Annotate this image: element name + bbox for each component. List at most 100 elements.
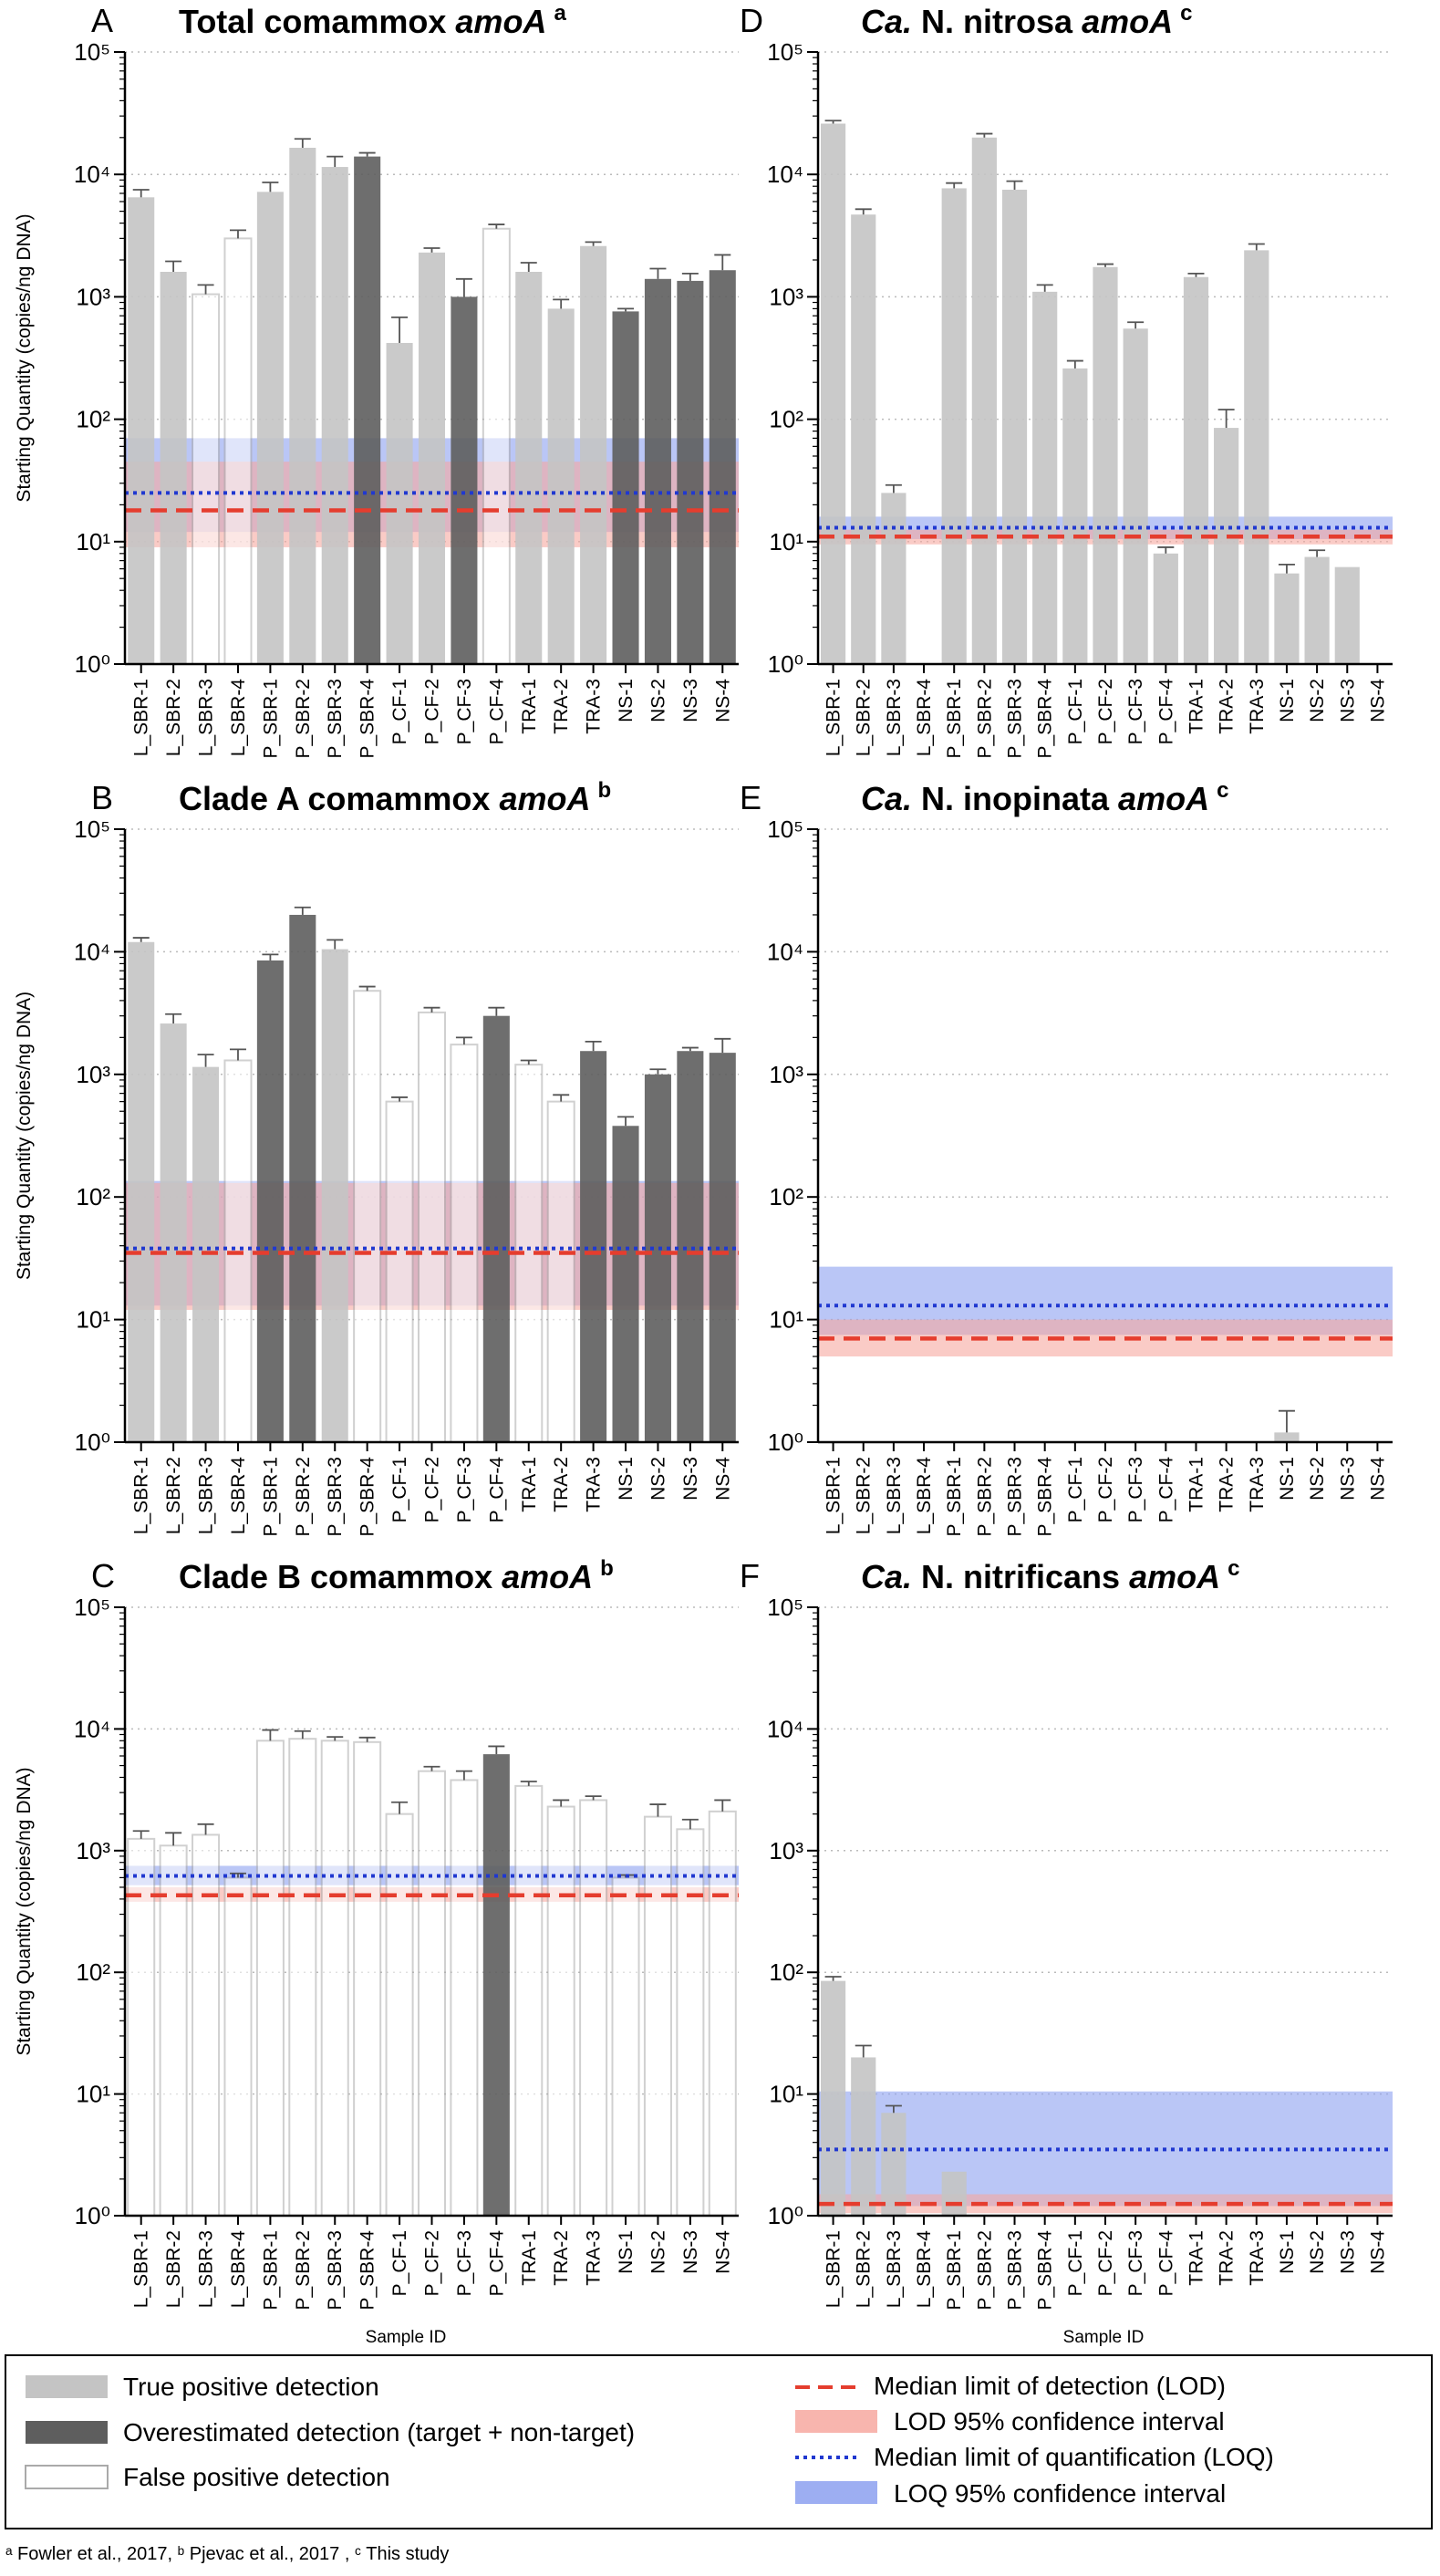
- x-tick-label: NS-2: [1307, 2230, 1328, 2274]
- bar-p-sbr-3: [321, 949, 348, 1442]
- bar-p-cf-2: [1093, 266, 1118, 664]
- bar-tra-1: [1183, 276, 1209, 664]
- x-axis-label-left: Sample ID: [366, 2328, 447, 2347]
- x-tick-label: L_SBR-1: [131, 1457, 152, 1534]
- bar-p-cf-1: [385, 1100, 414, 1443]
- bar-l-sbr-2: [160, 1023, 187, 1442]
- x-tick-label: NS-4: [712, 1457, 733, 1501]
- panel-title: Total comammox amoA a: [179, 1, 566, 40]
- bar-p-sbr-4: [1032, 291, 1058, 664]
- x-tick-label: P_CF-3: [454, 679, 475, 744]
- bar-tra-3: [1244, 250, 1269, 664]
- x-tick-label: L_SBR-2: [854, 679, 875, 756]
- y-tick-label: 10⁵: [74, 38, 110, 66]
- bar-p-cf-1: [385, 1813, 414, 2217]
- x-axis-label-right: Sample ID: [1063, 2328, 1145, 2347]
- x-tick-label: P_CF-2: [1095, 1457, 1116, 1522]
- x-tick-label: P_SBR-3: [325, 1457, 346, 1537]
- x-tick-label: NS-1: [616, 679, 637, 722]
- x-tick-label: P_SBR-3: [1005, 1457, 1026, 1537]
- x-tick-label: NS-2: [647, 2230, 668, 2274]
- bar-l-sbr-1: [820, 1980, 846, 2216]
- x-tick-label: L_SBR-2: [854, 2230, 875, 2308]
- bar-p-cf-2: [417, 1770, 447, 2218]
- x-tick-label: TRA-1: [519, 679, 540, 734]
- x-tick-label: P_CF-3: [454, 1457, 475, 1522]
- bar-p-cf-3: [451, 296, 478, 664]
- bars: [128, 906, 736, 1444]
- x-tick-label: P_SBR-1: [944, 2230, 965, 2311]
- bar-l-sbr-2: [851, 2057, 876, 2216]
- bars: [820, 119, 1360, 665]
- bar-ns-3: [677, 1051, 704, 1442]
- bar-ns-2: [644, 1074, 671, 1442]
- x-tick-label: L_SBR-1: [131, 2230, 152, 2308]
- bar-p-sbr-1: [256, 960, 284, 1442]
- x-tick-label: L_SBR-3: [196, 2230, 217, 2308]
- x-tick-label: P_SBR-2: [293, 1457, 314, 1537]
- x-tick-label: NS-1: [1277, 1457, 1298, 1501]
- x-tick-label: NS-3: [680, 2230, 701, 2274]
- x-tick-label: TRA-1: [1186, 1457, 1207, 1512]
- x-tick-label: P_CF-2: [1095, 2230, 1116, 2296]
- x-tick-label: P_SBR-4: [1035, 2230, 1056, 2311]
- bar-l-sbr-3: [192, 293, 221, 665]
- bars: [1274, 1409, 1300, 1442]
- bar-ns-1: [1274, 1432, 1300, 1442]
- x-tick-label: L_SBR-1: [824, 679, 844, 756]
- bar-l-sbr-2: [159, 1844, 188, 2217]
- x-tick-label: TRA-1: [1186, 679, 1207, 734]
- y-tick-label: 10⁰: [768, 650, 803, 678]
- x-tick-label: L_SBR-4: [228, 2230, 249, 2309]
- y-tick-label: 10³: [76, 1837, 110, 1864]
- bar-p-sbr-2: [288, 1738, 317, 2217]
- x-tick-label: P_CF-1: [1065, 679, 1086, 744]
- bar-p-cf-4: [482, 227, 511, 665]
- bar-p-sbr-4: [354, 156, 381, 665]
- bar-l-sbr-1: [128, 197, 155, 665]
- y-tick-label: 10¹: [769, 2081, 803, 2108]
- y-tick-label: 10¹: [76, 1306, 110, 1334]
- y-tick-label: 10⁰: [768, 2202, 803, 2229]
- bar-p-sbr-2: [289, 148, 316, 664]
- x-tick-label: P_CF-4: [1155, 2230, 1176, 2297]
- panel-title: Ca. N. inopinata amoA c: [861, 778, 1228, 817]
- bars: [128, 138, 736, 665]
- bar-p-sbr-1: [941, 2171, 967, 2216]
- y-tick-label: 10⁵: [767, 1594, 803, 1621]
- y-tick-label: 10⁵: [74, 815, 110, 843]
- legend-frame: [5, 2354, 1433, 2529]
- x-tick-label: TRA-1: [1186, 2230, 1207, 2286]
- legend-swatch-false-positive: [25, 2465, 109, 2489]
- x-tick-label: P_SBR-3: [325, 2230, 346, 2311]
- bar-tra-3: [579, 1799, 608, 2217]
- x-tick-label: NS-3: [1337, 679, 1358, 722]
- x-tick-label: NS-3: [1337, 1457, 1358, 1501]
- x-tick-label: P_SBR-3: [1005, 679, 1026, 759]
- x-tick-label: NS-2: [647, 1457, 668, 1501]
- bar-p-cf-2: [417, 1011, 447, 1443]
- x-tick-label: L_SBR-2: [163, 1457, 184, 1534]
- bar-tra-2: [547, 308, 575, 664]
- x-tick-label: L_SBR-2: [163, 679, 184, 756]
- y-tick-label: 10⁴: [74, 161, 110, 188]
- x-tick-label: L_SBR-1: [824, 2230, 844, 2308]
- x-tick-label: P_SBR-4: [357, 2230, 378, 2311]
- bar-p-sbr-1: [256, 192, 284, 665]
- x-tick-label: P_SBR-4: [1035, 1457, 1056, 1537]
- x-tick-label: P_CF-3: [1125, 679, 1146, 744]
- panel-letter: F: [740, 1557, 760, 1594]
- x-tick-label: NS-3: [1337, 2230, 1358, 2274]
- x-tick-label: NS-2: [647, 679, 668, 722]
- x-tick-label: L_SBR-1: [131, 679, 152, 756]
- x-tick-label: TRA-2: [1217, 2230, 1238, 2286]
- y-tick-label: 10³: [76, 1061, 110, 1088]
- legend: True positive detection Overestimated de…: [5, 2354, 1433, 2529]
- x-tick-label: P_CF-4: [1155, 1457, 1176, 1523]
- x-tick-label: TRA-2: [1217, 679, 1238, 734]
- legend-label-false-positive: False positive detection: [123, 2463, 390, 2491]
- x-tick-label: L_SBR-3: [884, 2230, 905, 2308]
- x-tick-label: P_CF-1: [389, 1457, 410, 1522]
- y-tick-label: 10²: [769, 1183, 803, 1210]
